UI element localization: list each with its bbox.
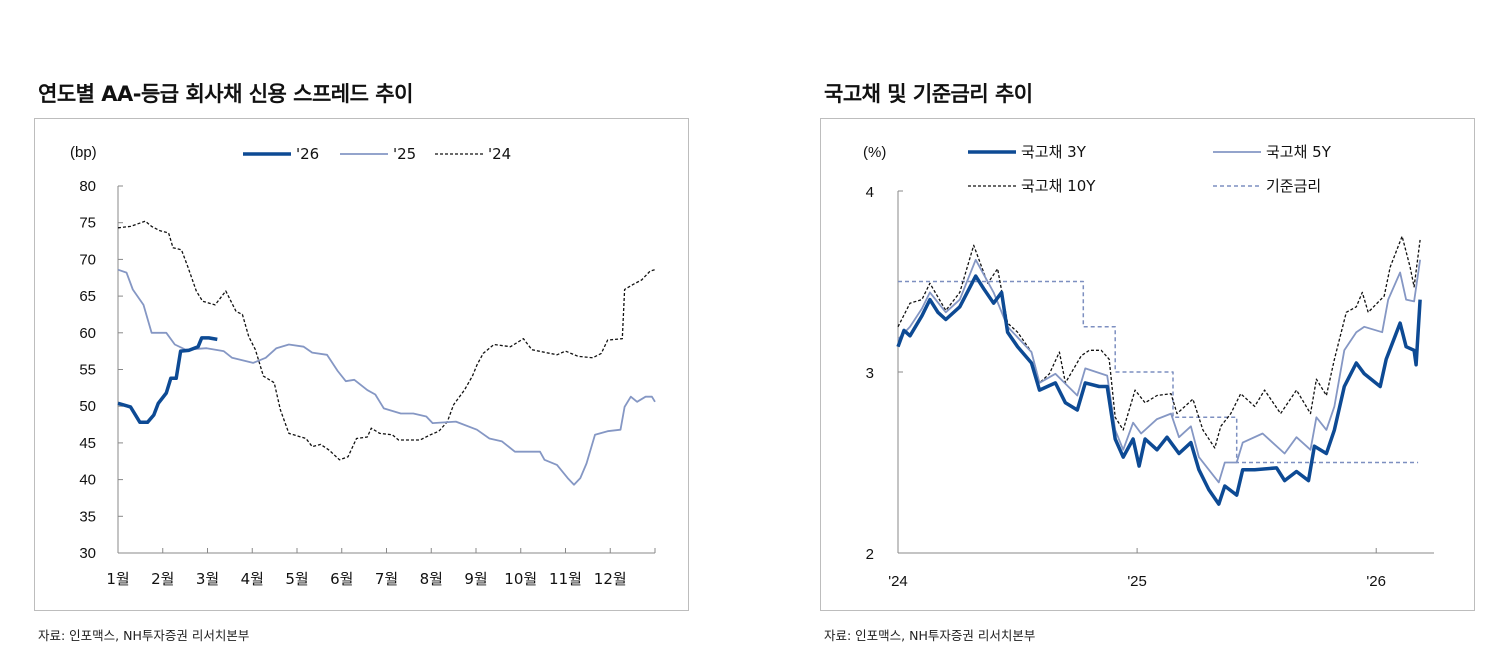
left-chart-title: 연도별 AA-등급 회사채 신용 스프레드 추이: [38, 82, 413, 106]
right-y-tick-label: 4: [866, 184, 874, 201]
left-x-tick-label: 1월: [106, 570, 129, 588]
right-y-unit: (%): [863, 144, 886, 161]
right-y-tick-label: 3: [866, 365, 874, 382]
left-y-tick-label: 60: [79, 325, 96, 342]
left-legend-item-label: '25: [393, 145, 416, 163]
left-y-tick-label: 35: [79, 508, 96, 525]
left-x-tick-label: 12월: [594, 570, 627, 588]
left-series-line: [117, 220, 656, 461]
right-legend-item-label: 국고채 5Y: [1266, 143, 1332, 161]
left-x-tick-label: 8월: [420, 570, 443, 588]
left-legend-item-label: '26: [296, 145, 319, 163]
left-x-tick-label: 7월: [375, 570, 398, 588]
left-x-tick-label: 5월: [285, 570, 308, 588]
right-series-line: [897, 235, 1421, 449]
left-y-tick-label: 55: [79, 362, 96, 379]
left-legend-item-label: '24: [488, 145, 511, 163]
right-y-tick-label: 2: [866, 546, 874, 563]
right-chart-frame: [820, 118, 1475, 611]
left-chart-source: 자료: 인포맥스, NH투자증권 리서치본부: [38, 628, 250, 643]
left-y-tick-label: 65: [79, 288, 96, 305]
left-x-tick-label: 6월: [330, 570, 353, 588]
left-y-tick-label: 75: [79, 215, 96, 232]
right-legend-item-label: 국고채 3Y: [1021, 143, 1087, 161]
left-y-tick-label: 30: [79, 545, 96, 562]
right-series-line: [897, 258, 1421, 484]
right-x-tick-label: '26: [1366, 573, 1386, 590]
left-x-tick-label: 9월: [464, 570, 487, 588]
left-x-tick-label: 4월: [241, 570, 264, 588]
left-y-tick-label: 80: [79, 178, 96, 195]
left-x-tick-label: 3월: [196, 570, 219, 588]
left-y-unit: (bp): [70, 144, 97, 161]
left-series-line: [117, 336, 218, 425]
left-y-tick-label: 50: [79, 398, 96, 415]
right-series-line: [898, 280, 1419, 464]
right-x-tick-label: '24: [888, 573, 908, 590]
left-y-tick-label: 40: [79, 472, 96, 489]
right-legend-item-label: 기준금리: [1266, 177, 1321, 195]
left-x-tick-label: 11월: [549, 570, 582, 588]
right-chart-source: 자료: 인포맥스, NH투자증권 리서치본부: [824, 628, 1036, 643]
right-chart-title: 국고채 및 기준금리 추이: [824, 82, 1033, 106]
left-x-tick-label: 2월: [151, 570, 174, 588]
right-series-line: [896, 274, 1422, 506]
left-chart-frame: [34, 118, 689, 611]
left-y-tick-label: 70: [79, 251, 96, 268]
right-x-tick-label: '25: [1127, 573, 1147, 590]
left-x-tick-label: 10월: [504, 570, 537, 588]
right-legend-item-label: 국고채 10Y: [1021, 177, 1096, 195]
left-y-tick-label: 45: [79, 435, 96, 452]
left-series-line: [117, 268, 656, 486]
